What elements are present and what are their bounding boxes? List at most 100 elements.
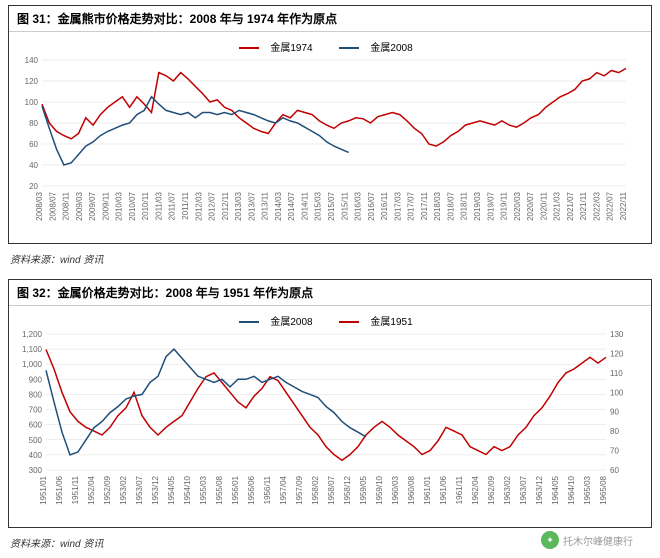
svg-text:2019/03: 2019/03 [473, 191, 482, 220]
chart1-svg: 20 40 60 80 100 120 140 2008/03 2008/07 2008/11 20… [14, 56, 634, 241]
svg-text:2012/11: 2012/11 [221, 191, 230, 220]
svg-text:1959/10: 1959/10 [375, 475, 384, 504]
svg-text:2008/03: 2008/03 [35, 191, 44, 220]
svg-text:1963/02: 1963/02 [503, 475, 512, 504]
svg-text:1960/08: 1960/08 [407, 475, 416, 504]
svg-text:1965/03: 1965/03 [583, 475, 592, 504]
svg-text:600: 600 [29, 421, 43, 430]
svg-text:2011/03: 2011/03 [154, 191, 163, 220]
svg-text:1961/06: 1961/06 [439, 475, 448, 504]
svg-text:2010/11: 2010/11 [141, 191, 150, 220]
svg-text:1955/03: 1955/03 [199, 475, 208, 504]
svg-text:2020/07: 2020/07 [526, 191, 535, 220]
svg-text:1959/05: 1959/05 [359, 475, 368, 504]
svg-text:60: 60 [29, 140, 38, 149]
svg-text:1962/04: 1962/04 [471, 475, 480, 504]
svg-text:2010/07: 2010/07 [128, 191, 137, 220]
svg-text:2021/11: 2021/11 [579, 191, 588, 220]
legend-swatch-2008 [339, 47, 359, 49]
svg-text:1957/09: 1957/09 [295, 475, 304, 504]
legend-swatch-2008b [239, 321, 259, 323]
svg-text:500: 500 [29, 436, 43, 445]
svg-text:120: 120 [25, 77, 39, 86]
svg-text:2008/07: 2008/07 [48, 191, 57, 220]
svg-text:1957/04: 1957/04 [279, 475, 288, 504]
svg-text:2022/03: 2022/03 [592, 191, 601, 220]
svg-text:2022/11: 2022/11 [619, 191, 628, 220]
legend-item-1951: 金属1951 [339, 317, 420, 328]
svg-text:2018/07: 2018/07 [446, 191, 455, 220]
svg-text:100: 100 [610, 388, 624, 397]
svg-text:1958/12: 1958/12 [343, 475, 352, 504]
svg-text:1965/08: 1965/08 [599, 475, 608, 504]
chart2-svg: 3004005006007008009001,0001,1001,2006070… [14, 330, 634, 525]
chart1-title: 图 31：金属熊市价格走势对比：2008 年与 1974 年作为原点 [9, 6, 651, 32]
svg-text:1956/01: 1956/01 [231, 475, 240, 504]
svg-text:2015/11: 2015/11 [340, 191, 349, 220]
svg-text:1955/08: 1955/08 [215, 475, 224, 504]
svg-text:1961/01: 1961/01 [423, 475, 432, 504]
svg-text:130: 130 [610, 330, 624, 339]
svg-text:80: 80 [29, 119, 38, 128]
legend-item-1974: 金属1974 [239, 43, 320, 54]
svg-text:1951/11: 1951/11 [71, 475, 80, 504]
svg-text:2014/11: 2014/11 [300, 191, 309, 220]
svg-text:2022/07: 2022/07 [606, 191, 615, 220]
svg-text:2020/03: 2020/03 [513, 191, 522, 220]
svg-text:80: 80 [610, 427, 619, 436]
svg-text:1954/05: 1954/05 [167, 475, 176, 504]
svg-text:140: 140 [25, 56, 39, 65]
svg-text:2021/07: 2021/07 [566, 191, 575, 220]
svg-text:20: 20 [29, 182, 38, 191]
svg-text:1951/06: 1951/06 [55, 475, 64, 504]
svg-text:1963/12: 1963/12 [535, 475, 544, 504]
svg-text:1960/03: 1960/03 [391, 475, 400, 504]
svg-text:2019/07: 2019/07 [486, 191, 495, 220]
watermark-text: 托木尔峰健康行 [563, 533, 633, 548]
svg-text:800: 800 [29, 390, 43, 399]
svg-text:1958/02: 1958/02 [311, 475, 320, 504]
svg-text:2012/07: 2012/07 [208, 191, 217, 220]
chart1-wrap: 金属1974 金属2008 204060801001201402008/0320… [9, 32, 651, 243]
svg-text:2008/11: 2008/11 [62, 191, 71, 220]
svg-text:1956/06: 1956/06 [247, 475, 256, 504]
svg-text:1951/01: 1951/01 [39, 475, 48, 504]
chart2-legend: 金属2008 金属1951 [14, 311, 646, 330]
svg-text:40: 40 [29, 161, 38, 170]
legend-item-2008b: 金属2008 [239, 317, 320, 328]
svg-text:2013/07: 2013/07 [247, 191, 256, 220]
svg-text:2011/07: 2011/07 [168, 191, 177, 220]
wechat-icon: ✦ [541, 531, 559, 549]
svg-text:1,200: 1,200 [22, 330, 43, 339]
svg-text:2009/11: 2009/11 [101, 191, 110, 220]
svg-text:2014/03: 2014/03 [274, 191, 283, 220]
svg-text:2015/07: 2015/07 [327, 191, 336, 220]
svg-text:700: 700 [29, 406, 43, 415]
legend-swatch-1951 [339, 321, 359, 323]
svg-text:1954/10: 1954/10 [183, 475, 192, 504]
svg-text:2021/03: 2021/03 [553, 191, 562, 220]
svg-text:1,100: 1,100 [22, 345, 43, 354]
svg-text:2019/11: 2019/11 [500, 191, 509, 220]
svg-text:1953/07: 1953/07 [135, 475, 144, 504]
legend-item-2008: 金属2008 [339, 43, 420, 54]
legend-swatch-1974 [239, 47, 259, 49]
legend-label-2008b: 金属2008 [270, 317, 312, 328]
chart1-source: 资料来源：wind 资讯 [0, 249, 660, 274]
svg-text:1952/04: 1952/04 [87, 475, 96, 504]
svg-text:2014/07: 2014/07 [287, 191, 296, 220]
svg-text:300: 300 [29, 466, 43, 475]
svg-text:70: 70 [610, 447, 619, 456]
svg-text:2011/11: 2011/11 [181, 191, 190, 219]
chart2-title: 图 32：金属价格走势对比：2008 年与 1951 年作为原点 [9, 280, 651, 306]
svg-text:900: 900 [29, 375, 43, 384]
svg-text:2015/03: 2015/03 [314, 191, 323, 220]
legend-label-1974: 金属1974 [270, 43, 312, 54]
svg-text:1953/12: 1953/12 [151, 475, 160, 504]
svg-text:2018/03: 2018/03 [433, 191, 442, 220]
svg-text:1,000: 1,000 [22, 360, 43, 369]
svg-text:100: 100 [25, 98, 39, 107]
svg-text:2016/11: 2016/11 [380, 191, 389, 220]
svg-text:2013/03: 2013/03 [234, 191, 243, 220]
svg-text:2018/11: 2018/11 [460, 191, 469, 220]
